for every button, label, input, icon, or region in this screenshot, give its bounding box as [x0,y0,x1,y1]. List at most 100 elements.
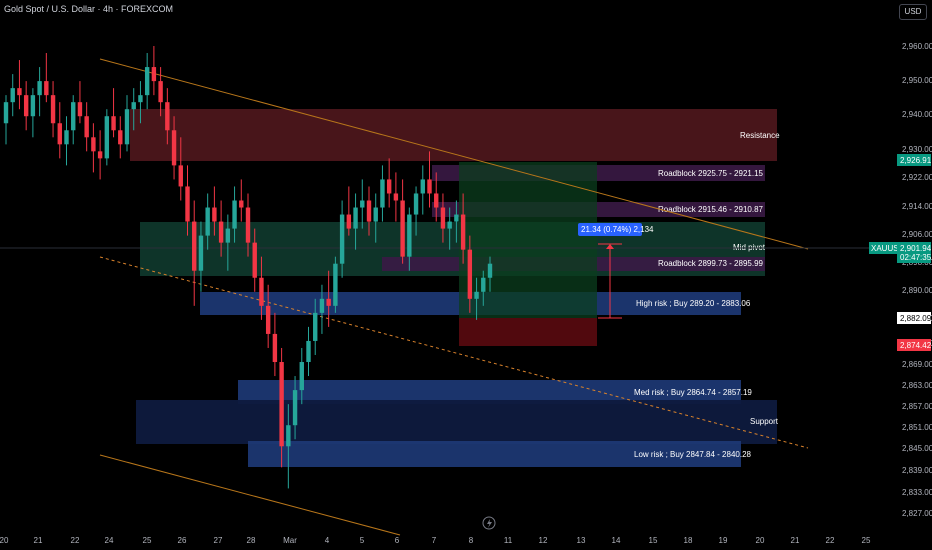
candle-body [10,88,15,103]
price-tag-high: 2,926.91 [900,156,932,165]
price-tick-label: 2,914.00 [902,202,932,211]
time-tick-label: 27 [214,536,223,545]
price-tick-label: 2,960.00 [902,42,932,51]
candle-body [239,200,244,208]
candle-body [346,214,352,229]
price-tick-label: 2,890.00 [902,286,932,295]
candle-body [178,165,183,187]
candle-body [192,221,197,271]
current-price-tag: 2,901.94 [900,244,932,253]
candle-body [144,67,150,96]
time-tick-label: 18 [684,536,693,545]
candle-body [319,298,325,313]
price-tick-label: 2,869.00 [902,360,932,369]
candle-body [386,179,392,194]
support-zone [136,400,777,444]
candle-body [37,81,42,96]
candle-body [71,102,76,131]
candle-body [272,333,278,363]
candle-body [77,102,83,117]
candle-body [427,179,432,194]
price-tag-low: 2,874.42 [900,341,932,350]
mid-trendline-dashed [99,256,809,449]
candle-body [339,214,345,264]
time-tick-label: 4 [325,536,330,545]
time-tick-label: 15 [649,536,658,545]
candle-body [252,242,257,278]
time-tick-label: 7 [432,536,437,545]
candle-body [259,277,264,306]
candle-body [306,340,311,363]
candle-body [212,207,217,222]
zone-label-roadblock-1: Roadblock 2925.75 - 2921.15 [658,169,764,178]
measure-arrowhead [606,244,614,249]
time-tick-label: 22 [826,536,835,545]
long-position-profit-area [459,162,597,318]
go-to-realtime-icon[interactable] [482,516,496,530]
time-tick-label: 24 [105,536,114,545]
zone-label-support: Support [750,417,779,426]
time-tick-label: 20 [756,536,765,545]
candle-body [326,298,331,306]
candle-body [57,123,62,145]
candle-body [400,200,405,257]
time-tick-label: 25 [143,536,152,545]
time-tick-label: 28 [247,536,256,545]
currency-button[interactable]: USD [899,4,927,20]
candle-body [407,214,412,257]
price-tick-label: 2,833.00 [902,488,932,497]
candle-body [313,312,318,341]
candle-body [225,228,231,243]
time-tick-label: 21 [34,536,43,545]
candle-body [373,207,378,222]
countdown-tag: 02:47:35 [900,253,932,262]
price-tag-high-bg [897,154,931,166]
candle-body [420,179,425,194]
time-tick-label: 21 [791,536,800,545]
time-tick-label: 13 [577,536,586,545]
zone-label-low-risk: Low risk ; Buy 2847.84 - 2840.28 [634,450,752,459]
time-tick-label: 26 [178,536,187,545]
candle-body [44,81,49,96]
candle-body [245,207,251,243]
time-tick-label: 22 [71,536,80,545]
measure-label: 21.34 (0.74%) 2,134 [581,225,654,234]
candle-body [380,179,385,208]
candle-body [131,102,136,110]
candle-body [17,88,22,96]
price-tick-label: 2,857.00 [902,402,932,411]
price-tick-label: 2,930.00 [902,145,932,154]
price-tick-label: 2,827.00 [902,509,932,518]
time-axis[interactable]: 20 21 22 24 25 26 27 28 Mar 4 5 6 7 8 11 12 13 14 15 18 19 20… [0,536,871,545]
measure-label-box [578,223,642,236]
time-tick-label: 14 [612,536,621,545]
candle-body [454,214,459,222]
time-tick-label: 8 [469,536,474,545]
candle-body [97,151,103,159]
candle-body [111,116,116,131]
candle-body [158,81,163,103]
candle-body [413,193,419,215]
candle-body [333,263,338,306]
chart-header-title: Gold Spot / U.S. Dollar · 4h · FOREXCOM [4,4,174,14]
price-tick-label: 2,845.00 [902,444,932,453]
candle-body [481,277,486,292]
candle-body [434,193,439,208]
candle-body [50,95,56,124]
price-tick-label: 2,906.00 [902,230,932,239]
candle-body [487,263,493,278]
candle-body [3,102,9,124]
candle-body [447,221,452,229]
candle-body [104,116,110,159]
candle-body [171,130,177,166]
price-tag-mid: 2,882.09 [900,314,932,323]
zone-label-resistance: Resistance [740,131,780,140]
candle-body [460,214,466,250]
current-price-tag-bg [897,242,931,263]
price-tick-label: 2,851.00 [902,423,932,432]
candle-body [360,200,365,208]
candle-body [232,200,237,229]
price-tag-low-bg [897,339,931,351]
lower-trendline [99,454,401,536]
